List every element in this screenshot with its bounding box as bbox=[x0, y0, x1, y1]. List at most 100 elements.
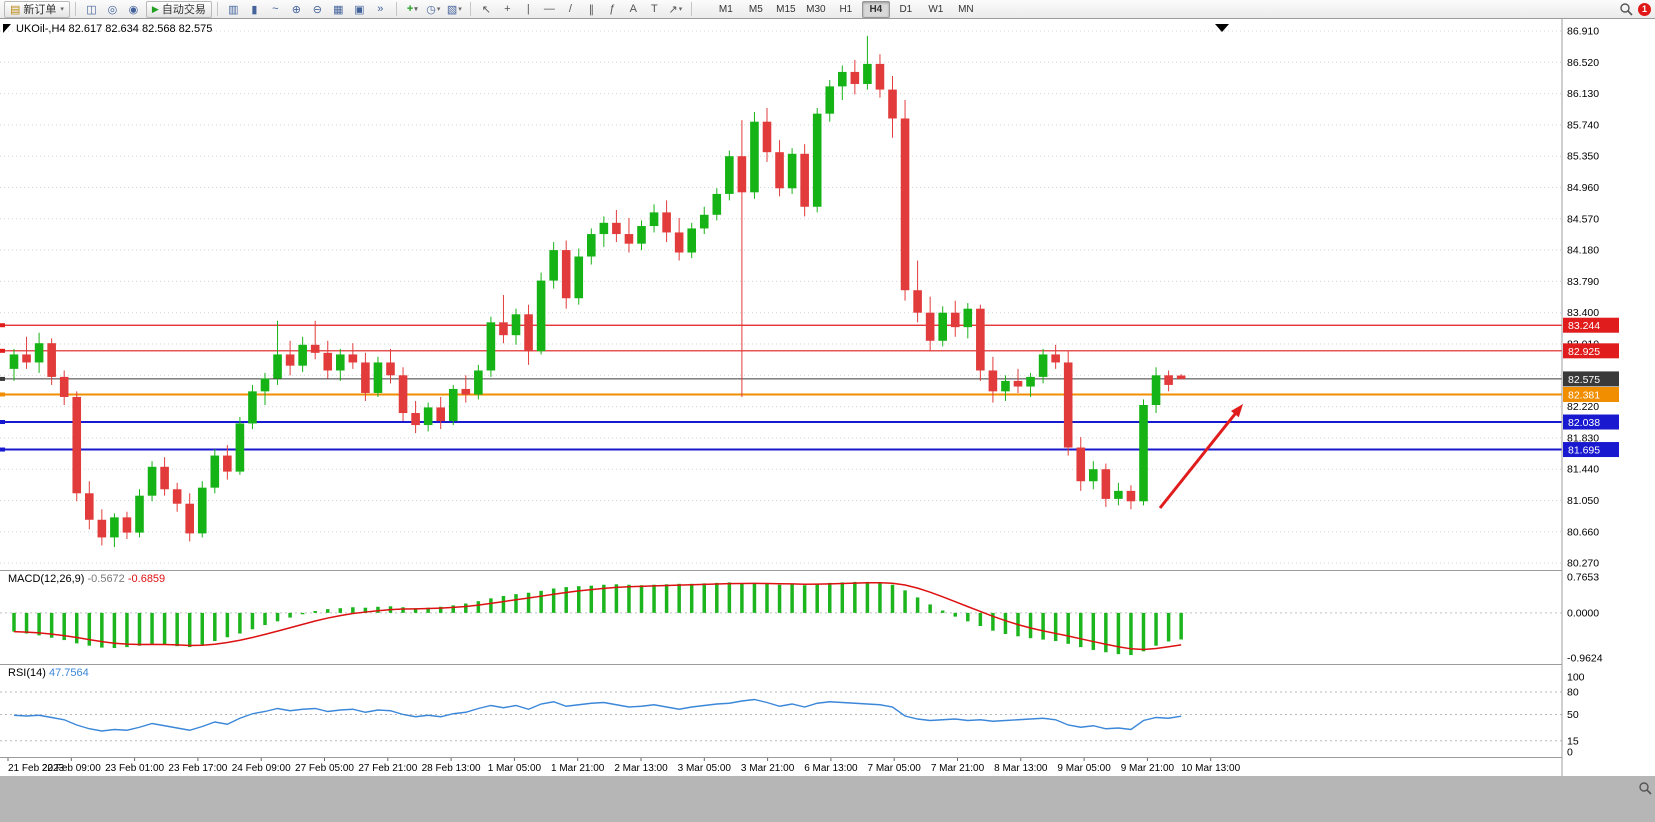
line-anchor-mark bbox=[0, 376, 5, 381]
navigator-icon[interactable]: ◉ bbox=[128, 3, 139, 16]
autotrade-button[interactable]: ▶ 自动交易 bbox=[145, 0, 212, 18]
macd-histogram-bar bbox=[200, 612, 204, 645]
timeframe-m30-button[interactable]: M30 bbox=[806, 3, 826, 15]
macd-histogram-bar bbox=[790, 584, 794, 613]
candle-body bbox=[687, 228, 696, 253]
macd-histogram-bar bbox=[1003, 612, 1008, 634]
time-axis-label: 9 Mar 05:00 bbox=[1057, 763, 1111, 774]
candle-body bbox=[461, 388, 471, 395]
macd-histogram-bar bbox=[112, 612, 117, 649]
chart-shift-icon[interactable]: ▣ bbox=[354, 3, 365, 16]
macd-histogram-bar bbox=[1141, 612, 1146, 652]
candle-body bbox=[1164, 375, 1173, 385]
time-axis-label: 8 Mar 13:00 bbox=[994, 763, 1048, 774]
chart-shift-marker[interactable] bbox=[1215, 24, 1229, 32]
candle-body bbox=[1063, 362, 1073, 448]
macd-histogram-bar bbox=[12, 612, 16, 632]
candle-body bbox=[963, 308, 973, 328]
current-price-badge bbox=[1563, 371, 1619, 387]
macd-histogram-bar bbox=[602, 584, 606, 613]
horizontal-line-icon[interactable]: — bbox=[543, 3, 555, 15]
timeframe-w1-button[interactable]: W1 bbox=[928, 3, 944, 15]
cursor-icon[interactable]: ↖ bbox=[481, 3, 491, 16]
macd-histogram-bar bbox=[577, 586, 581, 613]
time-axis-label: 24 Feb 09:00 bbox=[232, 763, 291, 774]
candle-body bbox=[310, 344, 320, 353]
trendline-icon[interactable]: / bbox=[568, 3, 572, 15]
trend-arrow-annotation[interactable] bbox=[1158, 404, 1243, 509]
macd-histogram-bar bbox=[313, 611, 317, 613]
channel-icon[interactable]: ∥ bbox=[588, 3, 595, 16]
candle-body bbox=[59, 376, 69, 397]
text-icon[interactable]: A bbox=[629, 3, 638, 15]
fibonacci-icon[interactable]: ƒ bbox=[609, 3, 616, 15]
data-window-icon[interactable]: ◎ bbox=[107, 3, 118, 16]
vertical-line-icon[interactable]: | bbox=[526, 3, 530, 15]
macd-histogram-bar bbox=[1154, 612, 1158, 646]
timeframe-h4-button[interactable]: H4 bbox=[861, 0, 890, 18]
search-icon[interactable] bbox=[1619, 2, 1633, 16]
add-indicator-icon[interactable]: + ▾ bbox=[406, 3, 418, 15]
timeframe-h1-button[interactable]: H1 bbox=[839, 3, 853, 15]
candle-body bbox=[888, 89, 897, 119]
price-level-badge bbox=[1563, 386, 1619, 402]
macd-histogram-bar bbox=[664, 584, 669, 613]
zoom-out-icon[interactable]: ⊖ bbox=[312, 3, 322, 16]
macd-histogram-bar bbox=[24, 612, 29, 634]
candle-body bbox=[549, 250, 558, 281]
crosshair-icon[interactable]: + bbox=[504, 3, 511, 15]
timeframe-m5-button[interactable]: M5 bbox=[748, 3, 763, 15]
macd-signal-line bbox=[13, 581, 1182, 651]
price-axis-label: 84.570 bbox=[1567, 213, 1599, 225]
macd-histogram-bar bbox=[363, 607, 368, 613]
candle-body bbox=[1151, 375, 1161, 405]
line-chart-icon[interactable]: ~ bbox=[272, 3, 279, 15]
zoom-icon[interactable] bbox=[1639, 782, 1652, 795]
candle-body bbox=[825, 86, 835, 114]
timeframe-mn-button[interactable]: MN bbox=[958, 3, 974, 15]
notification-badge[interactable]: 1 bbox=[1638, 2, 1651, 16]
time-axis-label: 27 Feb 05:00 bbox=[295, 763, 354, 774]
macd-axis-label: 0.7653 bbox=[1567, 572, 1599, 584]
candlestick-series bbox=[9, 35, 1186, 548]
candle-body bbox=[1051, 354, 1060, 363]
new-order-button[interactable]: ▤ 新订单 ▾ bbox=[4, 0, 70, 18]
candle-body bbox=[950, 312, 960, 328]
candle-body bbox=[850, 71, 860, 84]
macd-histogram-bar bbox=[100, 612, 104, 648]
candle-body bbox=[574, 256, 584, 299]
candle-body bbox=[361, 362, 370, 393]
candle-body bbox=[863, 63, 872, 84]
market-watch-icon[interactable]: ◫ bbox=[86, 3, 97, 16]
period-icon[interactable]: ◷ ▾ bbox=[426, 3, 441, 16]
bar-chart-icon[interactable]: ▥ bbox=[228, 3, 239, 16]
chevron-down-icon: ▾ bbox=[436, 6, 441, 13]
candlestick-chart-icon[interactable]: ▮ bbox=[251, 3, 258, 16]
macd-histogram-bar bbox=[715, 582, 719, 613]
template-icon[interactable]: ▧ ▾ bbox=[446, 3, 462, 16]
chevron-down-icon: ▾ bbox=[678, 6, 683, 13]
candle-body bbox=[1001, 380, 1010, 392]
chevron-down-icon: ▾ bbox=[60, 6, 64, 13]
macd-histogram-bar bbox=[288, 612, 292, 618]
price-axis-label: 86.520 bbox=[1567, 57, 1599, 69]
tile-windows-icon[interactable]: ▦ bbox=[333, 3, 344, 16]
price-axis-label: 80.660 bbox=[1567, 526, 1599, 538]
candle-body bbox=[135, 495, 144, 533]
candle-body bbox=[85, 493, 94, 520]
timeframe-m15-button[interactable]: M15 bbox=[776, 3, 796, 15]
rsi-panel: RSI(14) 47.7564 bbox=[0, 667, 1562, 742]
candle-body bbox=[524, 314, 533, 352]
arrows-icon[interactable]: ↗ ▾ bbox=[668, 3, 683, 16]
auto-scroll-icon[interactable]: » bbox=[377, 3, 384, 15]
macd-histogram-bar bbox=[740, 583, 744, 613]
timeframe-d1-button[interactable]: D1 bbox=[899, 3, 913, 15]
price-axis[interactable]: 86.910 86.520 86.130 85.740 85.350 84.960 84.5… bbox=[1561, 19, 1655, 776]
time-axis-label: 10 Mar 13:00 bbox=[1181, 763, 1240, 774]
timeframe-m1-button[interactable]: M1 bbox=[718, 3, 733, 15]
zoom-in-icon[interactable]: ⊕ bbox=[291, 3, 301, 16]
new-order-icon: ▤ bbox=[10, 3, 21, 16]
text-label-icon[interactable]: T bbox=[650, 3, 658, 15]
